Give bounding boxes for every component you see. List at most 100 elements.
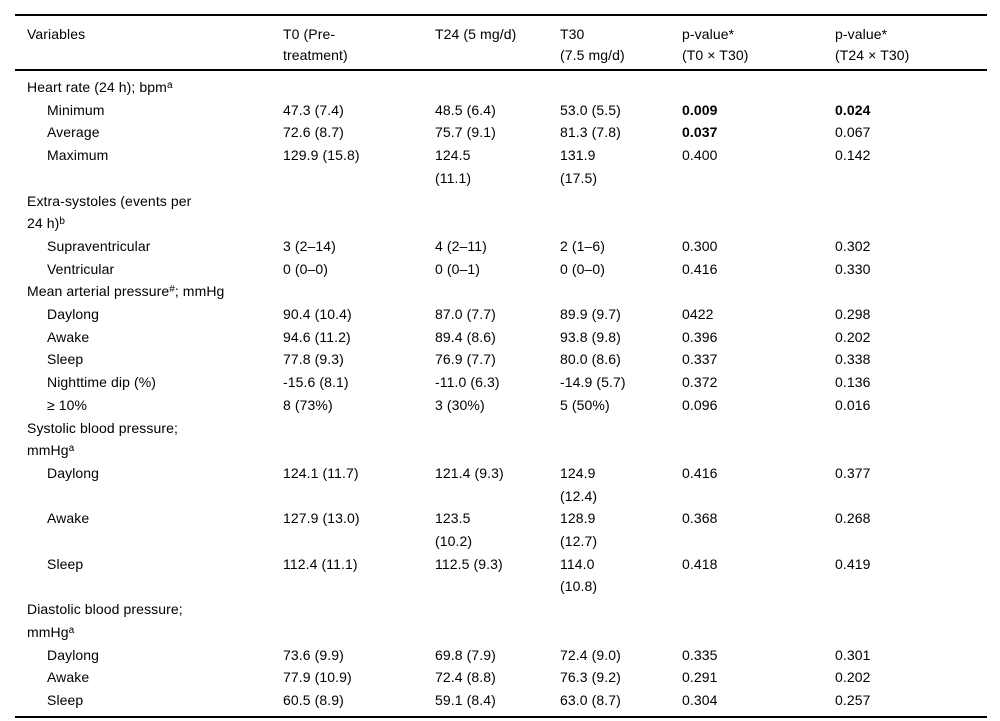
row-label: Awake: [15, 326, 283, 349]
data-cell: 48.5 (6.4): [435, 101, 496, 118]
column-header-variables: Variables: [15, 15, 283, 71]
table-row: Awake 94.6 (11.2) 89.4 (8.6) 93.8 (9.8) 0.39…: [15, 326, 987, 349]
row-label-text: Diastolic blood pressure; mmHg: [27, 601, 183, 640]
superscript-marker: a: [68, 443, 75, 455]
data-cell: 59.1 (8.4): [435, 691, 496, 708]
data-cell: 75.7 (9.1): [435, 124, 496, 141]
superscript-marker: b: [59, 216, 65, 228]
table-row: Heart rate (24 h); bpma: [15, 70, 987, 99]
row-label: Minimum: [15, 99, 283, 122]
data-cell: 0.304: [682, 691, 718, 708]
column-header-t30: T30 (7.5 mg/d): [560, 15, 682, 71]
row-label-text: Ventricular: [47, 260, 115, 277]
row-label: Daylong: [15, 462, 283, 507]
data-cell: [835, 190, 987, 235]
row-label: Systolic blood pressure; mmHga: [15, 417, 283, 462]
data-cell: 112.4 (11.1): [283, 555, 358, 572]
table-row: Average 72.6 (8.7) 75.7 (9.1) 81.3 (7.8) 0.0…: [15, 121, 987, 144]
table-row: Daylong 73.6 (9.9) 69.8 (7.9) 72.4 (9.0) 0.3…: [15, 644, 987, 667]
data-cell: 80.0 (8.6): [560, 351, 621, 368]
data-cell: [435, 280, 560, 303]
table-row: Maximum 129.9 (15.8) 124.5 (11.1) 131.9 (17…: [15, 144, 987, 189]
data-cell: 87.0 (7.7): [435, 306, 496, 323]
data-cell: [682, 417, 835, 462]
data-cell: 124.5 (11.1): [435, 147, 472, 186]
data-cell: 0.136: [835, 374, 871, 391]
row-label-text: Awake: [47, 328, 90, 345]
table-row: Awake 127.9 (13.0) 123.5 (10.2) 128.9 (12.7…: [15, 507, 987, 552]
table-row: Extra-systoles (events per 24 h)b: [15, 190, 987, 235]
data-cell: [560, 190, 682, 235]
row-label-text-after: ; mmHg: [174, 283, 225, 300]
row-label-text: Daylong: [47, 646, 100, 663]
data-cell: 0.335: [682, 646, 718, 663]
row-label-text: Daylong: [47, 306, 100, 323]
data-cell: 0.416: [682, 260, 718, 277]
header-row: Variables T0 (Pre- treatment) T24 (5 mg/…: [15, 15, 987, 71]
data-cell: 0.016: [835, 396, 871, 413]
row-label-text: Awake: [47, 510, 90, 527]
table-row: Sleep 60.5 (8.9) 59.1 (8.4) 63.0 (8.7) 0.304…: [15, 689, 987, 717]
data-cell: 0.268: [835, 510, 871, 527]
row-label: Sleep: [15, 689, 283, 717]
data-cell: 0 (0–1): [435, 260, 481, 277]
table-header: Variables T0 (Pre- treatment) T24 (5 mg/…: [15, 15, 987, 71]
data-cell: 73.6 (9.9): [283, 646, 344, 663]
row-label: Sleep: [15, 348, 283, 371]
data-cell: [283, 280, 435, 303]
data-cell: [283, 70, 435, 99]
data-cell: -14.9 (5.7): [560, 374, 626, 391]
data-cell: [835, 417, 987, 462]
data-cell: [560, 70, 682, 99]
data-cell: 0.368: [682, 510, 718, 527]
row-label: Heart rate (24 h); bpma: [15, 70, 283, 99]
row-label-text: Extra-systoles (events per 24 h): [27, 192, 192, 232]
data-cell: 0 (0–0): [560, 260, 606, 277]
row-label: Average: [15, 121, 283, 144]
data-cell: 5 (50%): [560, 396, 610, 413]
data-cell: 0.377: [835, 464, 871, 481]
data-cell: 114.0 (10.8): [560, 555, 598, 595]
data-cell: [835, 70, 987, 99]
data-cell: 0.330: [835, 260, 871, 277]
row-label: Daylong: [15, 303, 283, 326]
data-cell: [435, 598, 560, 643]
data-cell: 77.8 (9.3): [283, 351, 344, 368]
data-cell: 0.291: [682, 669, 718, 686]
data-cell: [435, 417, 560, 462]
table-row: Minimum 47.3 (7.4) 48.5 (6.4) 53.0 (5.5) 0.0…: [15, 99, 987, 122]
data-cell: 89.9 (9.7): [560, 306, 621, 323]
row-label-text: ≥ 10%: [47, 396, 88, 413]
row-label: Maximum: [15, 144, 283, 189]
data-cell: [835, 598, 987, 643]
data-cell: 94.6 (11.2): [283, 328, 351, 345]
data-cell: 0.418: [682, 555, 718, 572]
data-cell: 124.9 (12.4): [560, 464, 598, 504]
row-label: Diastolic blood pressure; mmHga: [15, 598, 283, 643]
table-row: Sleep 77.8 (9.3) 76.9 (7.7) 80.0 (8.6) 0.337…: [15, 348, 987, 371]
row-label-text: Minimum: [47, 101, 105, 118]
table-row: Supraventricular 3 (2–14) 4 (2–11) 2 (1–6) 0…: [15, 235, 987, 258]
data-cell: [682, 70, 835, 99]
row-label: Supraventricular: [15, 235, 283, 258]
data-cell: [560, 417, 682, 462]
data-cell: 0 (0–0): [283, 260, 329, 277]
data-cell: 81.3 (7.8): [560, 124, 621, 141]
data-cell: [682, 280, 835, 303]
data-cell: 69.8 (7.9): [435, 646, 496, 663]
data-cell: 123.5 (10.2): [435, 510, 473, 550]
row-label: Daylong: [15, 644, 283, 667]
row-label-text: Awake: [47, 669, 90, 686]
data-cell: 77.9 (10.9): [283, 669, 352, 686]
data-cell: 0.301: [835, 646, 871, 663]
data-cell: 0.202: [835, 669, 871, 686]
data-cell: 72.4 (8.8): [435, 669, 496, 686]
data-cell: 47.3 (7.4): [283, 101, 344, 118]
row-label-text: Sleep: [47, 691, 84, 708]
results-table: Variables T0 (Pre- treatment) T24 (5 mg/…: [15, 14, 987, 718]
row-label-text: Daylong: [47, 464, 100, 481]
table-row: Daylong 124.1 (11.7) 121.4 (9.3) 124.9 (12.…: [15, 462, 987, 507]
data-cell: 127.9 (13.0): [283, 510, 360, 527]
row-label-text: Sleep: [47, 555, 84, 572]
data-cell: 63.0 (8.7): [560, 691, 621, 708]
